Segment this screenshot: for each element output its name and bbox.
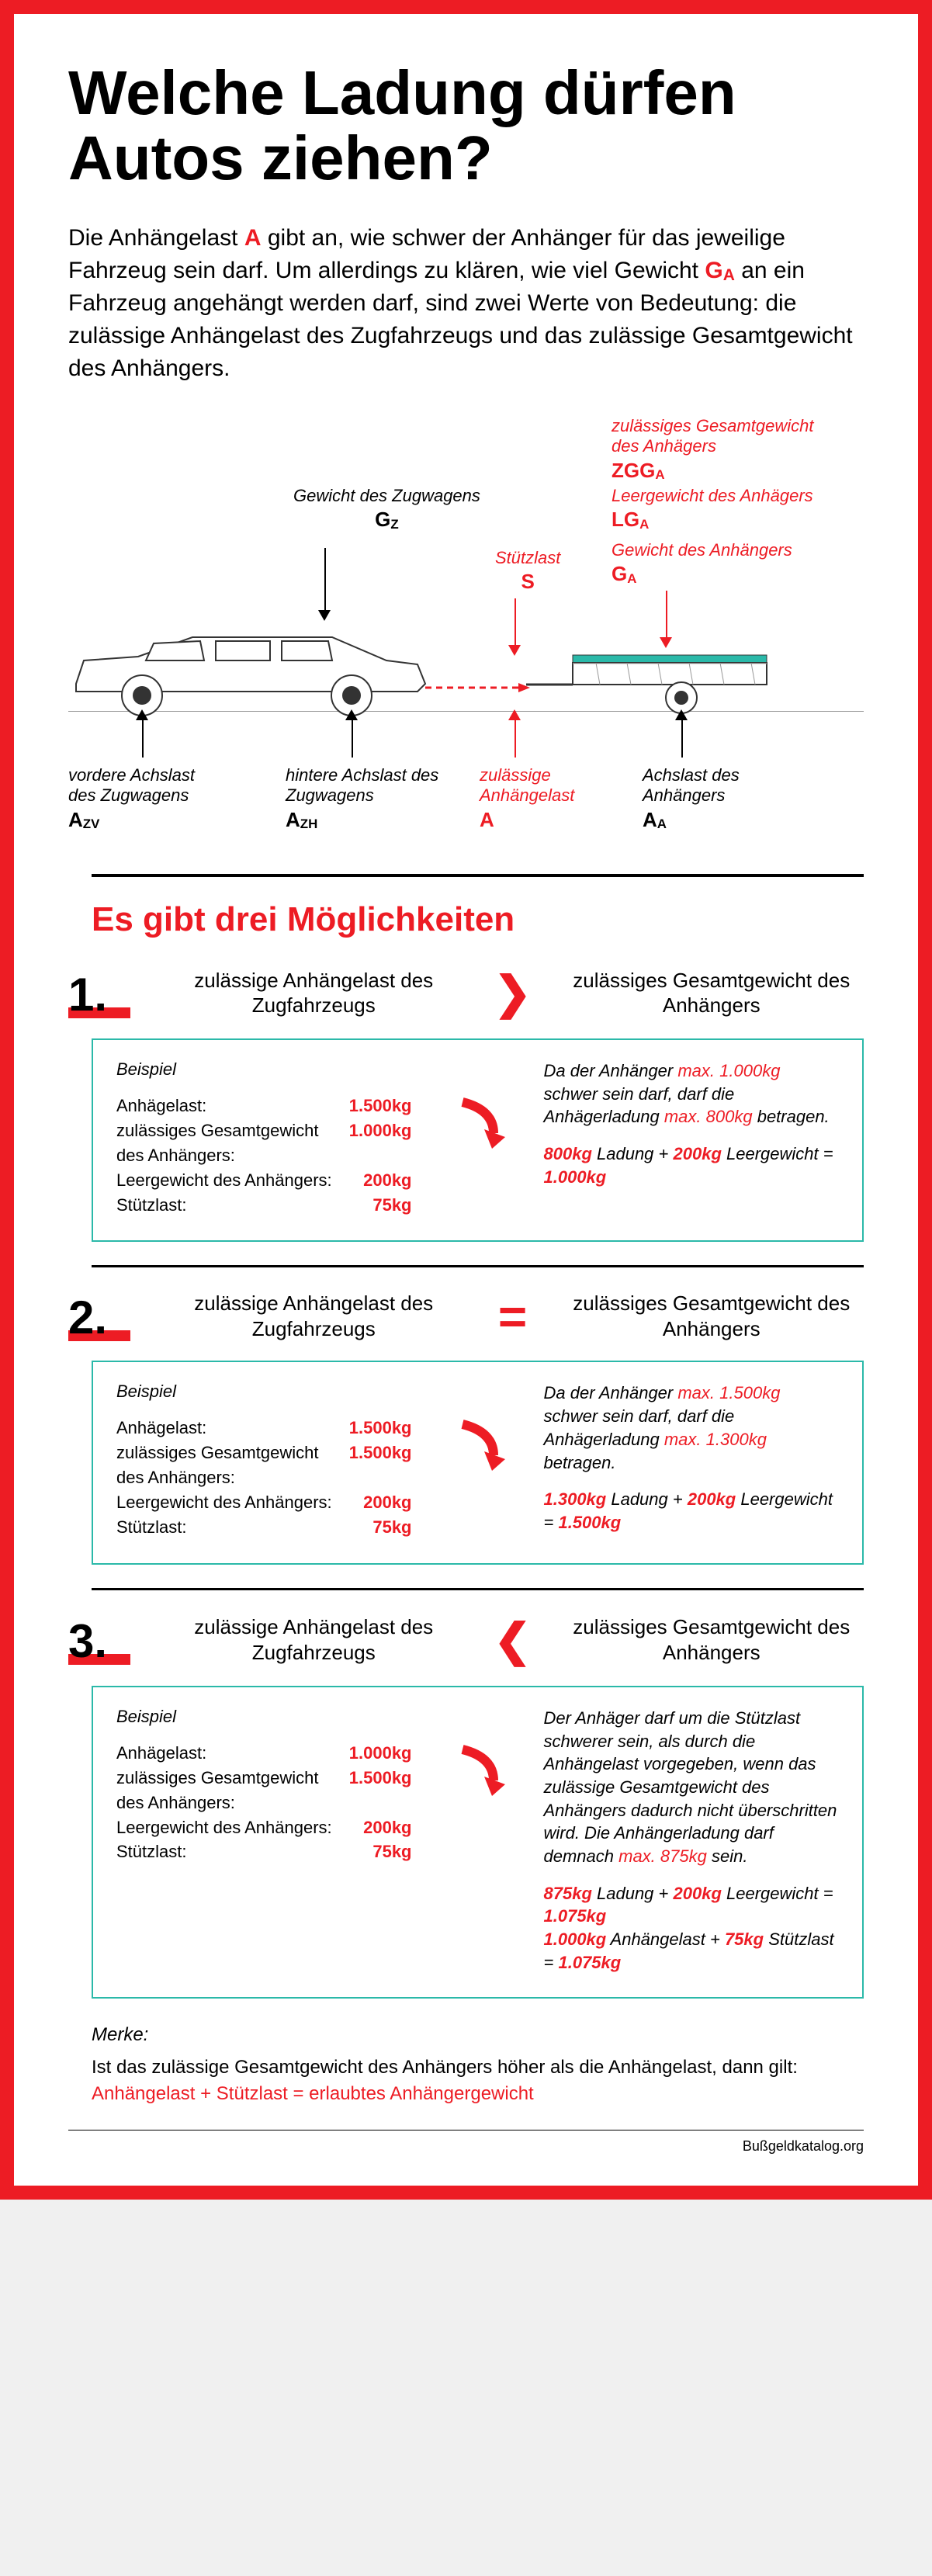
hitch-line [425,680,534,695]
table-row: Anhägelast:1.000kg [116,1741,412,1766]
footer: Bußgeldkatalog.org [68,2130,864,2155]
table-row: Leergewicht des Anhängers:200kg [116,1168,412,1193]
label-ga: Gewicht des Anhängers GA [612,540,829,587]
intro-paragraph: Die Anhängelast A gibt an, wie schwer de… [68,222,864,385]
table-row: Anhägelast:1.500kg [116,1094,412,1118]
arrow-line [324,548,326,610]
intro-text: Die Anhängelast [68,225,244,251]
operator-greater-icon: ❯ [466,966,560,1019]
arrow-line [142,719,144,758]
arrow-line [352,719,353,758]
page-title: Welche Ladung dürfen Autos ziehen? [68,61,864,191]
page: Welche Ladung dürfen Autos ziehen? Die A… [0,0,932,2200]
label-lga: Leergewicht des Anhägers LGA [612,486,829,532]
intro-symbol-a: A [244,225,262,251]
table-row: Anhägelast:1.500kg [116,1416,412,1441]
merke-text: Ist das zulässige Gesamtgewicht des Anhä… [92,2054,864,2081]
label-azv: vordere Achslast des Zugwagens AZV [68,765,208,832]
arrow-up-icon [136,709,148,720]
merke-equation: Anhängelast + Stützlast = erlaubtes Anhä… [92,2081,864,2107]
example-box-1: Beispiel Anhägelast:1.500kgzulässiges Ge… [92,1038,864,1242]
example-title: Beispiel [116,1382,412,1402]
operator-equals-icon: = [466,1302,560,1331]
example-explanation: Da der Anhänger max. 1.500kg schwer sein… [544,1382,840,1539]
label-aa: Achslast des Anhängers AA [643,765,782,832]
example-box-3: Beispiel Anhägelast:1.000kgzulässiges Ge… [92,1686,864,1999]
table-row: Stützlast:75kg [116,1193,412,1218]
case-number: 1. [68,968,107,1021]
intro-symbol-ga: GA [705,258,735,283]
arrow-up-icon [345,709,358,720]
curved-arrow-icon [447,1090,509,1153]
arrow-down-icon [508,645,521,656]
curved-arrow-icon [447,1738,509,1800]
car-illustration [61,618,449,719]
case-2-header: 2. zulässige Anhängelast des Zugfahrzeug… [68,1291,864,1341]
comparison-right: zulässiges Gesamtgewicht des Anhängers [560,1291,864,1341]
arrow-down-icon [660,637,672,648]
table-row: Stützlast:75kg [116,1839,412,1864]
example-title: Beispiel [116,1707,412,1727]
curved-arrow-icon [447,1413,509,1475]
arrow-up-icon [675,709,688,720]
case-number: 2. [68,1291,107,1344]
example-box-2: Beispiel Anhägelast:1.500kgzulässiges Ge… [92,1361,864,1564]
trailer-illustration [526,647,782,717]
operator-less-icon: ❮ [466,1614,560,1666]
divider [92,874,864,877]
label-s: Stützlast S [495,548,560,595]
table-row: zulässiges Gesamtgewicht des Anhängers:1… [116,1441,412,1490]
arrow-line [515,598,516,645]
example-title: Beispiel [116,1059,412,1080]
arrow-line [515,719,516,758]
label-a: zulässige Anhängelast A [480,765,604,832]
arrow-line [666,591,667,637]
table-row: Leergewicht des Anhängers:200kg [116,1490,412,1515]
diagram: zulässiges Gesamtgewicht des Anhägers ZG… [68,432,864,851]
case-number: 3. [68,1614,107,1668]
table-row: Stützlast:75kg [116,1515,412,1540]
example-explanation: Der Anhäger darf um die Stützlast schwer… [544,1707,840,1974]
comparison-left: zulässige Anhängelast des Zugfahrzeugs [161,1614,466,1665]
comparison-left: zulässige Anhängelast des Zugfahrzeugs [161,1291,466,1341]
divider [92,1588,864,1590]
merke-box: Merke: Ist das zulässige Gesamtgewicht d… [92,2022,864,2106]
section-heading: Es gibt drei Möglichkeiten [92,900,864,939]
comparison-right: zulässiges Gesamtgewicht des Anhängers [560,968,864,1018]
table-row: zulässiges Gesamtgewicht des Anhängers:1… [116,1118,412,1168]
comparison-right: zulässiges Gesamtgewicht des Anhängers [560,1614,864,1665]
example-explanation: Da der Anhänger max. 1.000kg schwer sein… [544,1059,840,1217]
label-gz: Gewicht des Zugwagens GZ [293,486,480,532]
merke-title: Merke: [92,2022,864,2048]
divider [92,1265,864,1267]
table-row: Leergewicht des Anhängers:200kg [116,1815,412,1840]
table-row: zulässiges Gesamtgewicht des Anhängers:1… [116,1766,412,1815]
comparison-left: zulässige Anhängelast des Zugfahrzeugs [161,968,466,1018]
arrow-up-icon [508,709,521,720]
label-zgga: zulässiges Gesamtgewicht des Anhägers ZG… [612,416,829,483]
case-1-header: 1. zulässige Anhängelast des Zugfahrzeug… [68,966,864,1019]
arrow-line [681,719,683,758]
label-azh: hintere Achslast des Zugwagens AZH [286,765,441,832]
case-3-header: 3. zulässige Anhängelast des Zugfahrzeug… [68,1614,864,1666]
